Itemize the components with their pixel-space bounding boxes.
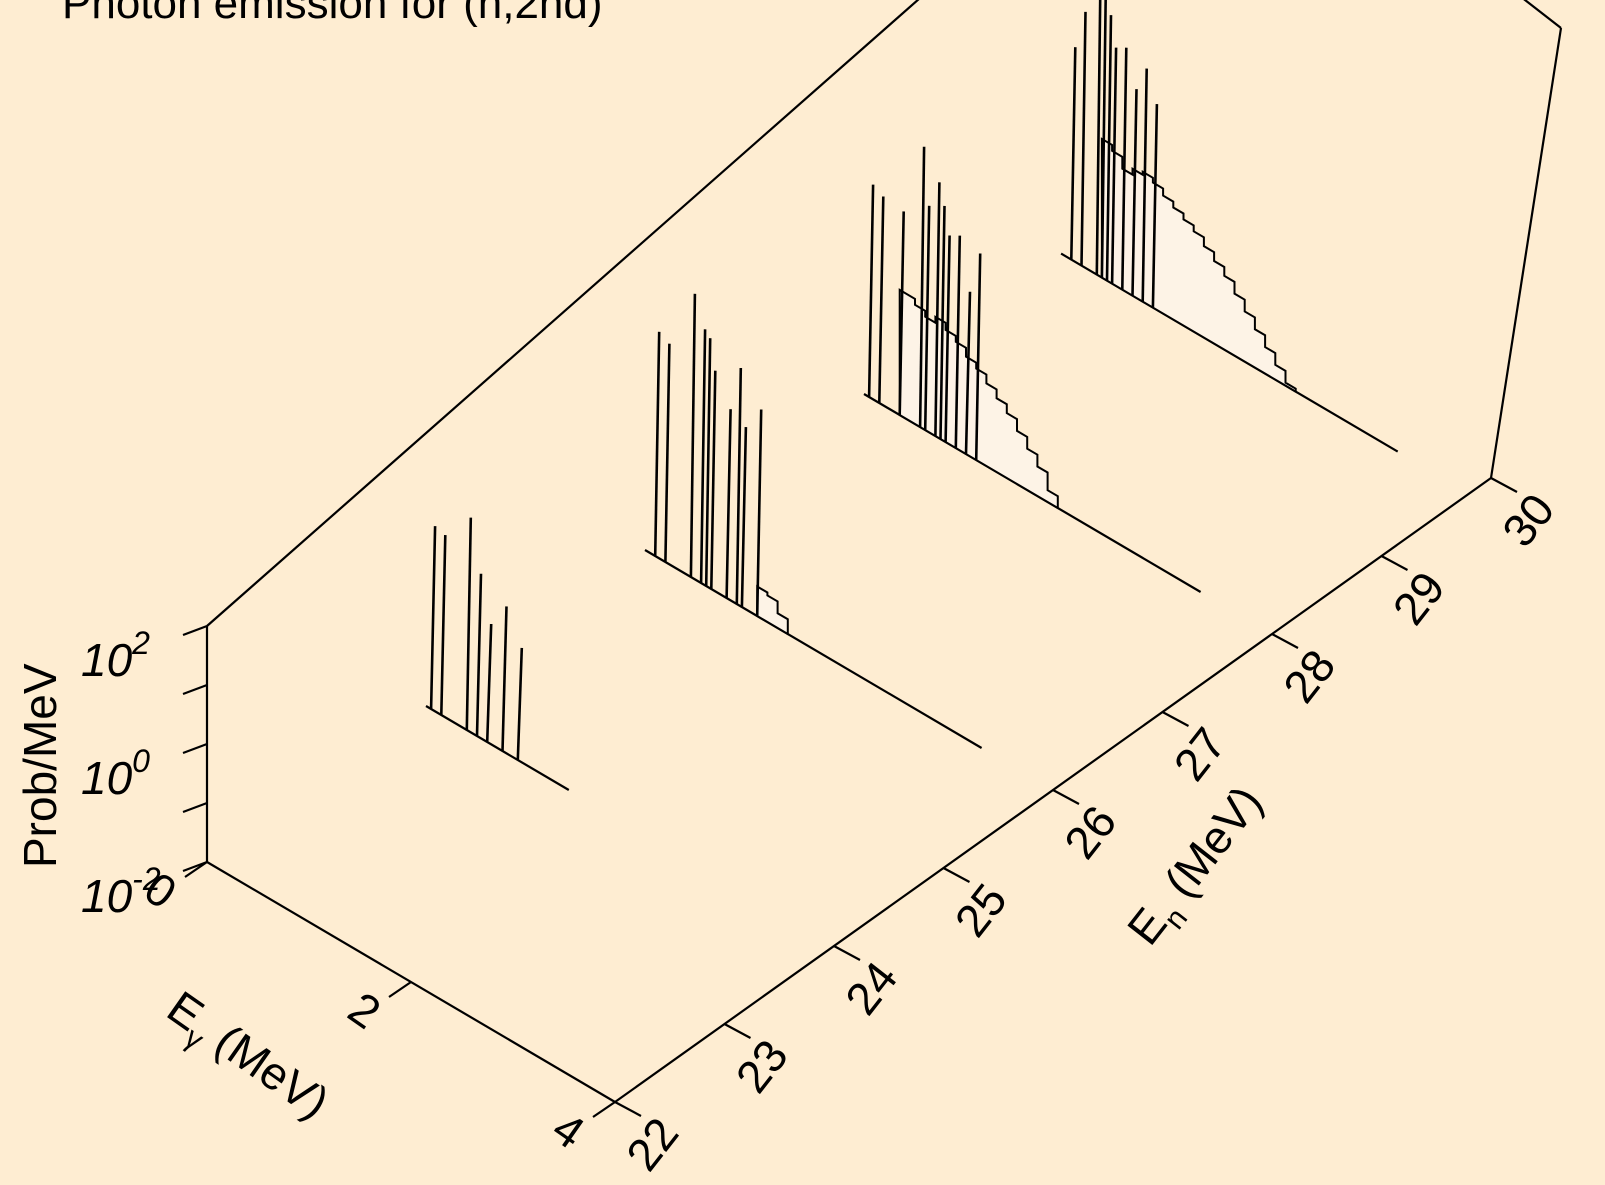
- gamma-line: [1121, 47, 1128, 290]
- z-tick-label: 29: [1382, 562, 1454, 634]
- spectrum-slice: [425, 517, 570, 791]
- gamma-line: [740, 427, 748, 608]
- chart-title: Photon emission for (n,2nd): [62, 0, 603, 28]
- gamma-line: [699, 329, 707, 584]
- series-group: [425, 0, 1399, 791]
- gamma-line: [878, 196, 885, 404]
- gamma-line: [689, 293, 697, 578]
- gamma-line: [1095, 0, 1102, 275]
- z-tick-label: 27: [1163, 718, 1235, 790]
- continuum-step: [756, 584, 789, 636]
- y-minor-tick: [182, 801, 208, 814]
- z-tick: [942, 867, 971, 883]
- gamma-line: [755, 409, 763, 617]
- spectrum-slice: [863, 146, 1202, 593]
- gamma-line: [974, 253, 982, 461]
- gamma-line: [934, 182, 941, 437]
- z-tick-label: 28: [1273, 640, 1345, 712]
- z-tick: [1161, 711, 1190, 727]
- right-wall-top-edge: [1523, 0, 1562, 29]
- x-tick: [388, 981, 412, 998]
- gamma-line: [867, 184, 875, 398]
- z-tick-label: 30: [1492, 484, 1564, 556]
- back-wall-top-edge: [206, 0, 920, 627]
- right-wall-edge: [1489, 27, 1563, 479]
- slice-baseline: [644, 549, 983, 749]
- z-tick: [833, 945, 861, 961]
- gamma-line: [923, 205, 931, 431]
- z-tick: [1052, 789, 1080, 805]
- y-tick-base: 10: [81, 634, 133, 686]
- gamma-line: [485, 623, 493, 743]
- gamma-line: [1131, 89, 1138, 296]
- z-tick-label: 25: [944, 874, 1016, 946]
- z-tick-label: 23: [725, 1030, 797, 1102]
- y-tick-base: 10: [81, 752, 133, 804]
- gamma-line: [475, 573, 483, 737]
- x-tick: [592, 1101, 616, 1118]
- gamma-line: [1110, 47, 1118, 284]
- slice-baseline: [425, 705, 570, 791]
- spectrum-slice: [1060, 0, 1399, 453]
- gamma-line: [1141, 68, 1148, 302]
- z-tick: [614, 1101, 642, 1117]
- gamma-line: [725, 409, 732, 599]
- gamma-line: [964, 291, 972, 455]
- z-tick-label: 26: [1054, 796, 1126, 868]
- continuum-step: [898, 288, 1059, 510]
- y-minor-tick: [182, 683, 208, 696]
- z-tick: [1490, 477, 1518, 493]
- gamma-line: [1080, 11, 1087, 266]
- continuum-step: [1100, 137, 1297, 394]
- y-tick-exponent: 2: [131, 625, 150, 661]
- gamma-line: [1100, 0, 1107, 278]
- z-tick-label: 22: [616, 1108, 688, 1180]
- gamma-line: [516, 647, 524, 761]
- chart-frame: [205, 0, 1563, 1103]
- y-tick-label: 102: [81, 625, 150, 686]
- gamma-line: [735, 367, 743, 605]
- gamma-line: [954, 235, 962, 449]
- y-tick-label: 10-2: [81, 861, 161, 922]
- gamma-line: [898, 211, 905, 416]
- y-major-tick: [182, 742, 208, 755]
- z-axis-label: En (MeV): [1117, 776, 1279, 960]
- y-tick-exponent: 0: [132, 743, 150, 779]
- gamma-line: [1151, 104, 1159, 308]
- y-tick-base: 10: [81, 870, 133, 922]
- spectrum-slice: [644, 293, 983, 749]
- gamma-line: [501, 606, 508, 752]
- gamma-line: [944, 235, 951, 443]
- gamma-line: [664, 343, 671, 563]
- y-axis-label: Prob/MeV: [14, 663, 66, 868]
- z-tick-label: 24: [835, 952, 907, 1024]
- gamma-line: [465, 517, 473, 731]
- y-major-tick: [182, 624, 208, 637]
- z-tick: [723, 1023, 752, 1039]
- x-tick-label: 2: [339, 982, 390, 1039]
- z-tick: [1380, 555, 1409, 571]
- gamma-line: [939, 205, 946, 440]
- z-tick: [1271, 633, 1299, 649]
- gamma-line: [1070, 47, 1077, 260]
- gamma-line: [710, 370, 717, 590]
- gamma-line: [653, 331, 661, 557]
- gamma-line: [1105, 15, 1113, 281]
- y-tick-exponent: -2: [132, 861, 161, 897]
- y-tick-label: 100: [81, 743, 150, 804]
- gamma-line: [918, 146, 926, 428]
- gamma-line: [429, 526, 437, 710]
- x-axis-label: Eγ (MeV): [153, 981, 338, 1136]
- gamma-line: [704, 338, 712, 587]
- x-tick: [184, 861, 208, 878]
- gamma-line: [440, 535, 447, 716]
- x-tick-label: 4: [543, 1102, 594, 1159]
